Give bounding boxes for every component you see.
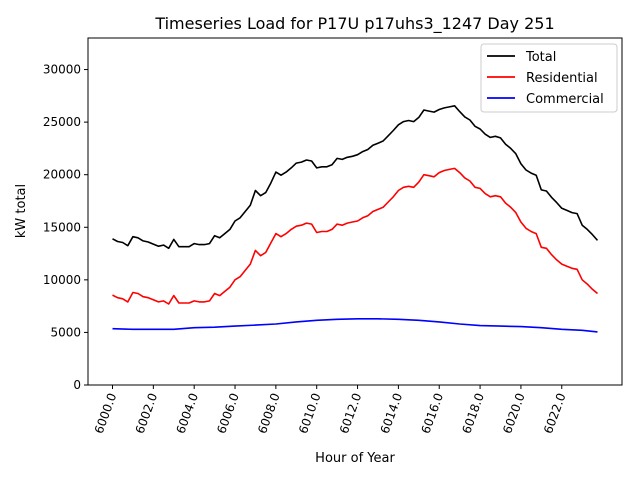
plot-lines: [112, 105, 599, 333]
legend-label: Residential: [526, 71, 598, 86]
y-tick-label: 25000: [43, 115, 81, 129]
series-line-residential: [112, 167, 599, 305]
y-tick-label: 20000: [43, 168, 81, 182]
y-tick-label: 0: [73, 378, 81, 392]
legend-box: [480, 43, 618, 113]
y-axis-label: kW total: [14, 184, 29, 238]
y-tick-label: 15000: [43, 220, 81, 234]
series-line-total: [112, 105, 599, 250]
y-tick-label: 10000: [43, 273, 81, 287]
y-axis: 0 5000 10000 15000 20000 25000 30000: [43, 63, 88, 392]
y-tick-label: 30000: [43, 63, 81, 77]
legend: Total Residential Commercial: [480, 43, 618, 113]
y-tick-label: 5000: [50, 325, 81, 339]
legend-label: Total: [525, 50, 556, 65]
series-line-commercial: [112, 317, 598, 333]
chart-title: Timeseries Load for P17U p17uhs3_1247 Da…: [154, 14, 554, 34]
x-axis-label: Hour of Year: [315, 451, 395, 466]
plot-frame: [87, 37, 623, 386]
legend-label: Commercial: [526, 92, 604, 107]
